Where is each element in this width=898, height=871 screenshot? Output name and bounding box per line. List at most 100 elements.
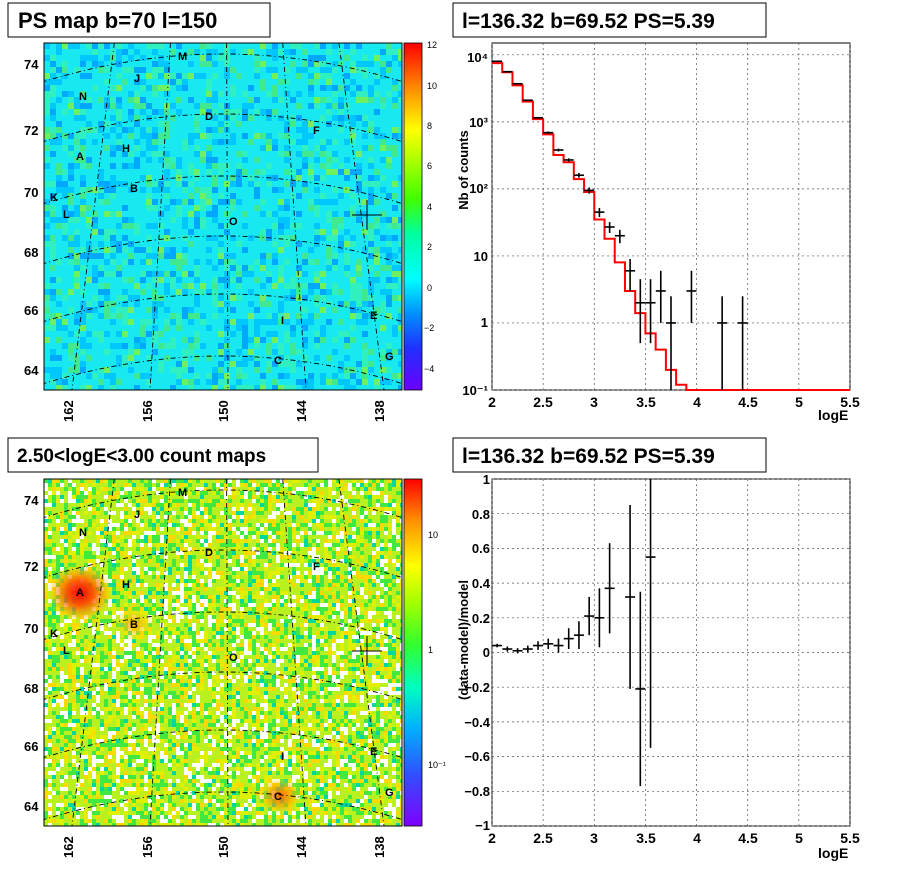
map-pixel [260, 495, 264, 499]
map-pixel [168, 695, 172, 699]
map-pixel [212, 635, 216, 639]
map-pixel [104, 647, 108, 651]
map-pixel [80, 73, 86, 79]
map-pixel [84, 543, 88, 547]
map-pixel [332, 265, 338, 271]
map-pixel [164, 675, 168, 679]
map-pixel [44, 157, 50, 163]
map-pixel [236, 121, 242, 127]
map-pixel [158, 247, 164, 253]
map-pixel [276, 479, 280, 483]
map-pixel [244, 555, 248, 559]
map-pixel [140, 331, 146, 337]
map-pixel [120, 551, 124, 555]
map-pixel [120, 695, 124, 699]
map-pixel [176, 631, 180, 635]
map-pixel [324, 683, 328, 687]
map-pixel [280, 547, 284, 551]
map-pixel [400, 627, 402, 631]
map-pixel [380, 187, 386, 193]
map-pixel [352, 667, 356, 671]
map-pixel [62, 319, 68, 325]
map-pixel [212, 579, 216, 583]
map-pixel [244, 647, 248, 651]
map-pixel [320, 575, 324, 579]
map-pixel [386, 301, 392, 307]
map-pixel [64, 711, 68, 715]
map-pixel [236, 563, 240, 567]
map-pixel [80, 181, 86, 187]
map-pixel [332, 151, 338, 157]
map-pixel [288, 675, 292, 679]
map-pixel [136, 503, 140, 507]
map-pixel [52, 495, 56, 499]
map-pixel [276, 587, 280, 591]
map-pixel [254, 55, 260, 61]
map-pixel [144, 571, 148, 575]
map-pixel [112, 639, 116, 643]
map-pixel [316, 679, 320, 683]
map-pixel [132, 683, 136, 687]
map-pixel [396, 595, 400, 599]
map-pixel [148, 523, 152, 527]
map-pixel [88, 495, 92, 499]
map-pixel [398, 265, 402, 271]
map-pixel [62, 67, 68, 73]
map-pixel [332, 43, 338, 49]
map-pixel [376, 491, 380, 495]
map-pixel [140, 663, 144, 667]
map-pixel [170, 283, 176, 289]
map-pixel [212, 599, 216, 603]
map-pixel [384, 675, 388, 679]
map-pixel [134, 121, 140, 127]
map-pixel [134, 385, 140, 390]
map-pixel [156, 631, 160, 635]
map-pixel [212, 523, 216, 527]
map-pixel [156, 635, 160, 639]
map-pixel [194, 217, 200, 223]
map-pixel [192, 643, 196, 647]
map-pixel [224, 283, 230, 289]
map-pixel [224, 515, 228, 519]
map-pixel [220, 523, 224, 527]
map-pixel [110, 193, 116, 199]
map-pixel [188, 675, 192, 679]
map-pixel [398, 313, 402, 319]
map-pixel [314, 103, 320, 109]
map-pixel [68, 551, 72, 555]
map-pixel [172, 635, 176, 639]
map-pixel [396, 519, 400, 523]
map-pixel [312, 579, 316, 583]
map-pixel [50, 133, 56, 139]
map-pixel [304, 531, 308, 535]
map-pixel [364, 655, 368, 659]
map-pixel [110, 253, 116, 259]
map-pixel [344, 55, 350, 61]
map-pixel [276, 683, 280, 687]
map-pixel [316, 499, 320, 503]
map-pixel [168, 659, 172, 663]
map-pixel [128, 503, 132, 507]
map-pixel [50, 109, 56, 115]
map-pixel [196, 503, 200, 507]
map-pixel [340, 663, 344, 667]
map-pixel [288, 579, 292, 583]
map-pixel [180, 703, 184, 707]
map-pixel [242, 319, 248, 325]
map-pixel [132, 559, 136, 563]
map-pixel [180, 655, 184, 659]
map-pixel [256, 563, 260, 567]
map-pixel [264, 483, 268, 487]
map-pixel [320, 683, 324, 687]
map-pixel [388, 683, 392, 687]
map-pixel [136, 655, 140, 659]
map-pixel [248, 679, 252, 683]
map-pixel [302, 355, 308, 361]
map-pixel [392, 295, 398, 301]
map-pixel [296, 579, 300, 583]
map-pixel [204, 655, 208, 659]
map-pixel [320, 623, 324, 627]
map-pixel [92, 211, 98, 217]
map-pixel [50, 55, 56, 61]
map-pixel [152, 325, 158, 331]
